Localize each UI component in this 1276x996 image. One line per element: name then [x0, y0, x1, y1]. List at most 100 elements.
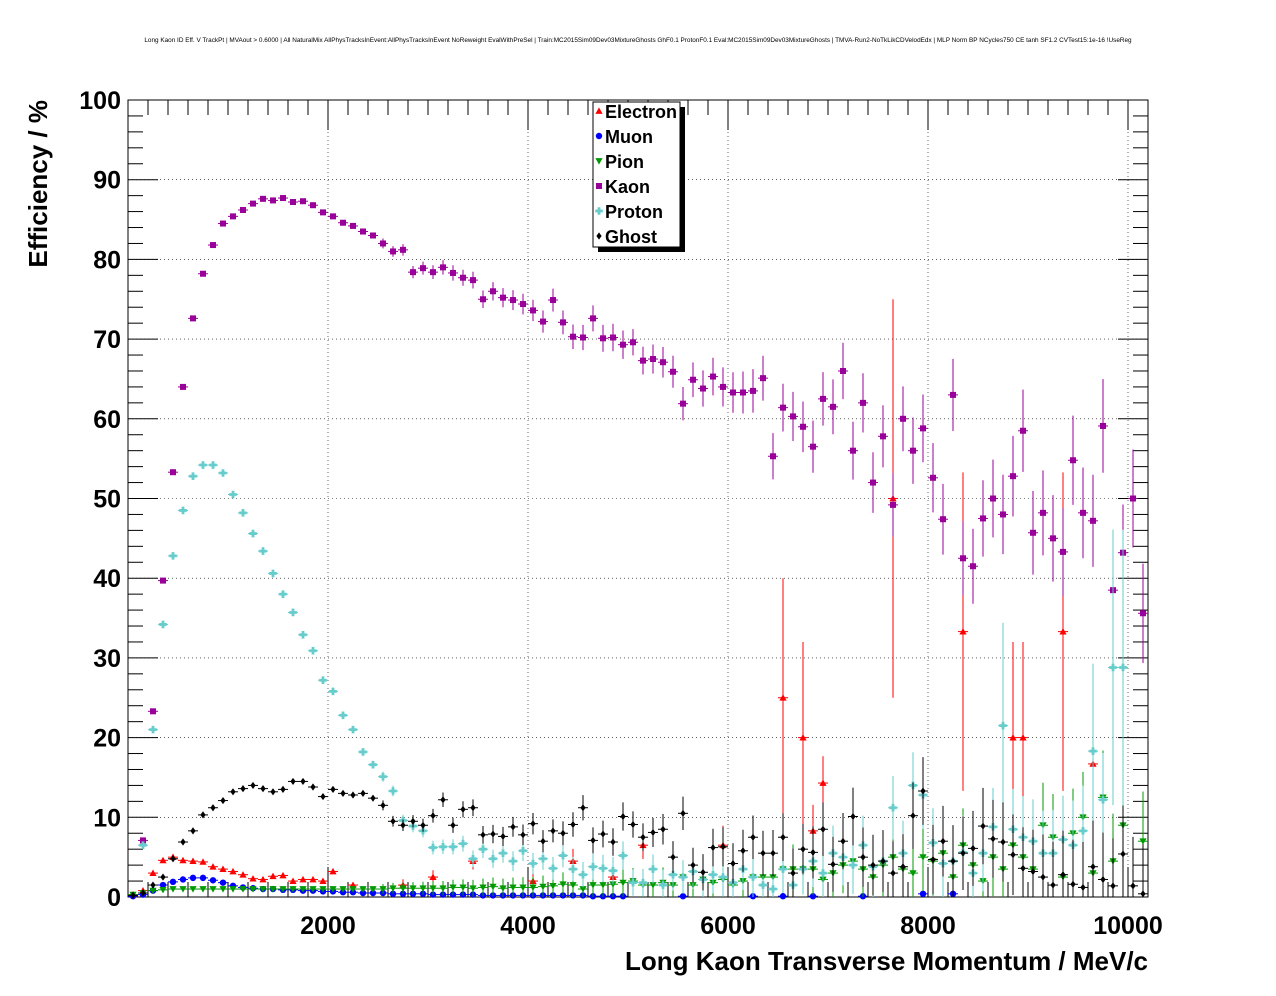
grid-lines — [128, 100, 1148, 897]
legend-label-proton: Proton — [605, 202, 663, 222]
legend-label-electron: Electron — [605, 102, 677, 122]
data-point — [400, 246, 406, 253]
data-point — [199, 858, 207, 865]
data-point — [390, 248, 396, 255]
data-point — [610, 334, 616, 341]
data-point — [740, 389, 746, 396]
data-point — [830, 403, 836, 410]
data-point — [849, 861, 857, 869]
data-point — [390, 817, 396, 825]
chart-title: Long Kaon ID Eff. V TrackPt | MVAout > 0… — [144, 37, 1132, 44]
data-point — [560, 319, 566, 326]
legend-marker-pion — [595, 158, 603, 165]
data-point — [990, 495, 996, 502]
legend-marker-proton — [595, 207, 603, 215]
data-point — [400, 821, 406, 829]
data-point — [299, 886, 307, 893]
data-point — [770, 453, 776, 460]
data-point — [360, 789, 366, 797]
data-point — [180, 838, 186, 846]
data-point — [680, 400, 686, 407]
data-point — [249, 529, 257, 538]
data-point — [889, 803, 897, 812]
data-point — [420, 821, 426, 829]
data-point — [700, 385, 706, 392]
data-point — [490, 288, 496, 295]
data-point — [1040, 509, 1046, 516]
data-point — [999, 721, 1007, 730]
data-point — [209, 461, 217, 469]
data-point — [389, 885, 397, 892]
data-point — [199, 874, 207, 882]
data-point — [579, 886, 587, 893]
data-point — [960, 555, 966, 562]
data-point — [219, 886, 227, 893]
data-point — [919, 890, 927, 898]
data-point — [1140, 890, 1146, 898]
data-point — [169, 552, 177, 560]
data-point — [220, 796, 226, 805]
data-point — [590, 836, 596, 845]
data-point — [490, 830, 496, 838]
data-point — [749, 873, 757, 881]
data-point — [289, 877, 297, 884]
data-point — [760, 375, 766, 382]
data-point — [150, 881, 156, 889]
data-point — [670, 368, 676, 375]
legend-marker-kaon — [596, 183, 602, 189]
data-point — [189, 874, 197, 882]
data-point — [430, 812, 436, 820]
data-point — [440, 264, 446, 271]
data-point — [730, 859, 736, 868]
data-point — [579, 870, 587, 879]
data-point — [1050, 881, 1056, 889]
data-point — [450, 821, 456, 829]
data-point — [259, 875, 267, 883]
data-point — [659, 881, 667, 889]
data-point — [540, 837, 546, 845]
data-point — [1100, 875, 1106, 884]
data-point — [320, 792, 326, 801]
data-point — [330, 785, 336, 794]
data-point — [279, 871, 287, 879]
data-point — [309, 886, 317, 893]
data-point — [140, 837, 146, 844]
data-point — [329, 886, 337, 893]
y-tick-label: 0 — [107, 884, 121, 912]
data-point — [330, 213, 336, 220]
data-point — [510, 823, 516, 831]
data-point — [189, 886, 197, 893]
data-point — [600, 830, 606, 838]
data-point — [300, 777, 306, 786]
data-point — [240, 785, 246, 793]
data-point — [669, 870, 677, 879]
data-point — [860, 399, 866, 406]
data-point — [750, 833, 756, 841]
data-point — [479, 884, 487, 892]
data-point — [540, 318, 546, 325]
data-point — [359, 886, 367, 893]
data-point — [779, 865, 787, 873]
data-point — [319, 886, 327, 893]
data-point — [249, 886, 257, 893]
data-point — [520, 831, 526, 839]
data-point — [529, 884, 537, 892]
x-tick-label: 6000 — [700, 912, 756, 940]
data-point — [800, 423, 806, 430]
data-point — [399, 885, 407, 892]
data-point — [169, 886, 177, 893]
data-point — [209, 863, 217, 870]
data-point — [530, 820, 536, 828]
tick-labels: 2000 4000 6000 8000 10000 0 10 20 30 40 50 60 70 80 90… — [79, 87, 1162, 940]
data-point — [1000, 838, 1006, 846]
data-point — [559, 851, 567, 860]
data-point — [719, 873, 727, 881]
data-point — [139, 841, 147, 849]
data-point — [349, 886, 357, 893]
data-point — [339, 711, 347, 720]
data-point — [159, 886, 167, 894]
data-point — [640, 357, 646, 364]
data-point — [499, 849, 507, 857]
data-point — [1009, 734, 1017, 741]
data-point — [710, 843, 716, 852]
